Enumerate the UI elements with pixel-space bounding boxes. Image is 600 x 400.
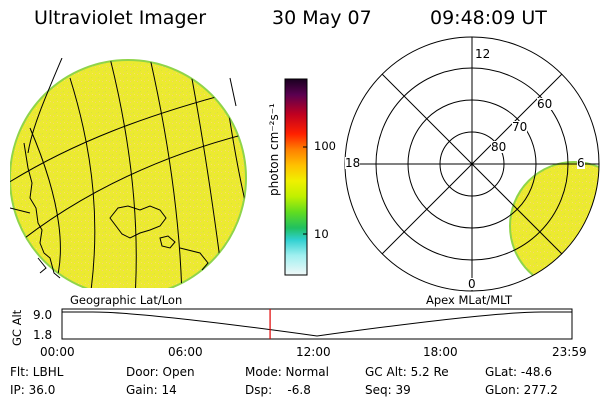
dsp-status: Dsp: -6.8 (245, 383, 311, 397)
filter-status: Flt: LBHL (10, 365, 64, 379)
altitude-ytick-top: 9.0 (33, 308, 53, 322)
colorbar (284, 78, 308, 276)
hour-label-0: 0 (468, 277, 476, 291)
lat-label-70: 70 (512, 120, 528, 134)
altitude-xtick-2359: 23:59 (552, 345, 587, 359)
altitude-curve (62, 311, 572, 337)
date-label: 30 May 07 (272, 7, 372, 29)
altitude-xtick-1200: 12:00 (296, 345, 331, 359)
altitude-xtick-0600: 06:00 (168, 345, 203, 359)
emission-disk (10, 59, 247, 288)
geographic-image (10, 58, 247, 288)
glat-status: GLat: -48.6 (485, 365, 552, 379)
coastline (23, 142, 209, 279)
graticule-outer (10, 58, 237, 214)
geographic-label: Geographic Lat/Lon (70, 293, 183, 307)
colorbar-tick-100: 100 (314, 139, 336, 153)
altitude-xtick-1800: 18:00 (423, 345, 458, 359)
door-status: Door: Open (126, 365, 195, 379)
time-label: 09:48:09 UT (430, 7, 547, 29)
seq-status: Seq: 39 (365, 383, 411, 397)
gain-status: Gain: 14 (126, 383, 177, 397)
altitude-plot (61, 308, 573, 340)
colorbar-unit-label: photon cm⁻²s⁻¹ (267, 103, 281, 196)
hour-label-12: 12 (475, 47, 491, 61)
polar-diagonal-2 (381, 73, 563, 255)
ip-status: IP: 36.0 (10, 383, 56, 397)
lat-label-60: 60 (537, 97, 553, 111)
hour-label-18: 18 (345, 156, 361, 170)
glon-status: GLon: 277.2 (485, 383, 558, 397)
altitude-ylabel: GC Alt (10, 309, 24, 346)
hour-label-6: 6 (577, 156, 585, 170)
auroral-emission (509, 161, 599, 291)
apex-label: Apex MLat/MLT (426, 293, 513, 307)
gc-alt-status: GC Alt: 5.2 Re (365, 365, 449, 379)
mode-status: Mode: Normal (245, 365, 329, 379)
altitude-plot-frame (61, 308, 573, 340)
instrument-title: Ultraviolet Imager (34, 7, 207, 29)
colorbar-tick-10: 10 (314, 227, 329, 241)
lat-label-80: 80 (491, 140, 507, 154)
altitude-ytick-bottom: 1.8 (33, 328, 53, 342)
altitude-xtick-0000: 00:00 (40, 345, 75, 359)
polar-plot (344, 36, 600, 292)
